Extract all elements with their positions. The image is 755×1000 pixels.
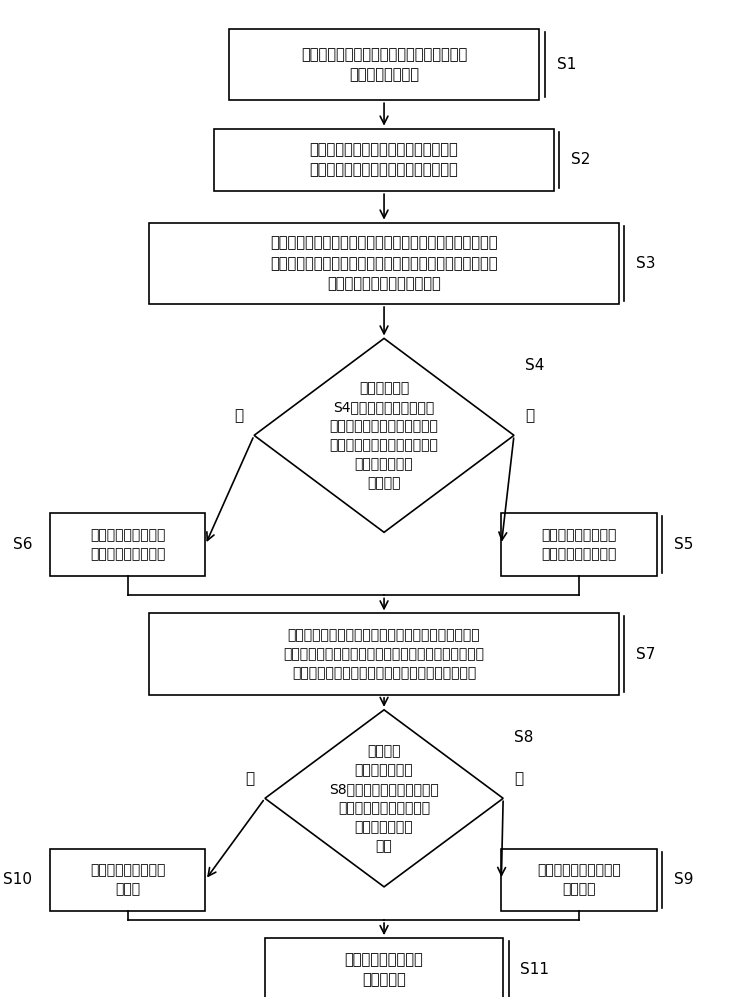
Text: S6: S6	[13, 537, 32, 552]
Text: S2: S2	[571, 152, 590, 167]
Text: S3: S3	[636, 256, 655, 271]
Text: 否: 否	[234, 408, 243, 423]
Text: S1: S1	[556, 57, 576, 72]
FancyBboxPatch shape	[501, 849, 657, 911]
Text: 确定无向边的方向，得
到有向边: 确定无向边的方向，得 到有向边	[537, 863, 621, 896]
FancyBboxPatch shape	[149, 223, 618, 304]
Text: S7: S7	[636, 647, 655, 662]
Text: S5: S5	[674, 537, 693, 552]
FancyBboxPatch shape	[265, 938, 503, 1000]
Polygon shape	[265, 710, 503, 887]
Text: 根据各条时间序列的直接滞后因变量确定中间连接图
中，时间序列的直接滞后因变量所对应的节点和时间序
列所对应的节点之间的无向边的方向，得到有向边: 根据各条时间序列的直接滞后因变量确定中间连接图 中，时间序列的直接滞后因变量所对…	[284, 628, 485, 680]
FancyBboxPatch shape	[501, 513, 657, 576]
Text: S9: S9	[674, 872, 693, 887]
Text: 得到最终的时间序列
因果关系图: 得到最终的时间序列 因果关系图	[345, 952, 424, 987]
Text: 否: 否	[245, 771, 254, 786]
Polygon shape	[254, 338, 514, 532]
Text: 根据第一时间滞后值和第二时间滞后值确定每条时间序列的
直接滞后因变量，基于各时间序列的直接滞后因变量，确定
时间序列数据集的初始连接图: 根据第一时间滞后值和第二时间滞后值确定每条时间序列的 直接滞后因变量，基于各时间…	[270, 235, 498, 291]
Text: 是: 是	[525, 408, 534, 423]
FancyBboxPatch shape	[50, 849, 205, 911]
Text: 是: 是	[514, 771, 523, 786]
Text: S11: S11	[520, 962, 550, 977]
Text: 删去时间序列之间的
无向边: 删去时间序列之间的 无向边	[90, 863, 165, 896]
FancyBboxPatch shape	[214, 129, 553, 191]
Text: S4: S4	[525, 358, 544, 373]
FancyBboxPatch shape	[149, 613, 618, 695]
FancyBboxPatch shape	[50, 513, 205, 576]
Text: 利用第二
条件集按照条件
S8独立性准则检查每两条当
前时刻的时间序列之间的
无向边是否真实
存在: 利用第二 条件集按照条件 S8独立性准则检查每两条当 前时刻的时间序列之间的 无…	[329, 744, 439, 853]
Text: 获取时间序列数据集，时间序列数据集中包
含若干条时间序列: 获取时间序列数据集，时间序列数据集中包 含若干条时间序列	[301, 47, 467, 82]
FancyBboxPatch shape	[229, 29, 539, 100]
Text: S8: S8	[514, 730, 533, 745]
Text: 利用第一条件
S4集按照条件独立性准则
判断初始连接图中的每两个相
互连接的节点所对应的时间序
列之间是否存在
因果关系: 利用第一条件 S4集按照条件独立性准则 判断初始连接图中的每两个相 互连接的节点…	[330, 381, 439, 490]
Text: S10: S10	[3, 872, 32, 887]
Text: 保留节点之间的无向
边，得到中间连接图: 保留节点之间的无向 边，得到中间连接图	[541, 528, 617, 561]
Text: 计算每条时间序列的第一时间滞后值和
每两条时间序列之间的第二时间滞后值: 计算每条时间序列的第一时间滞后值和 每两条时间序列之间的第二时间滞后值	[310, 142, 458, 178]
Text: 删去节点之间的无向
边，得到中间连接图: 删去节点之间的无向 边，得到中间连接图	[90, 528, 165, 561]
